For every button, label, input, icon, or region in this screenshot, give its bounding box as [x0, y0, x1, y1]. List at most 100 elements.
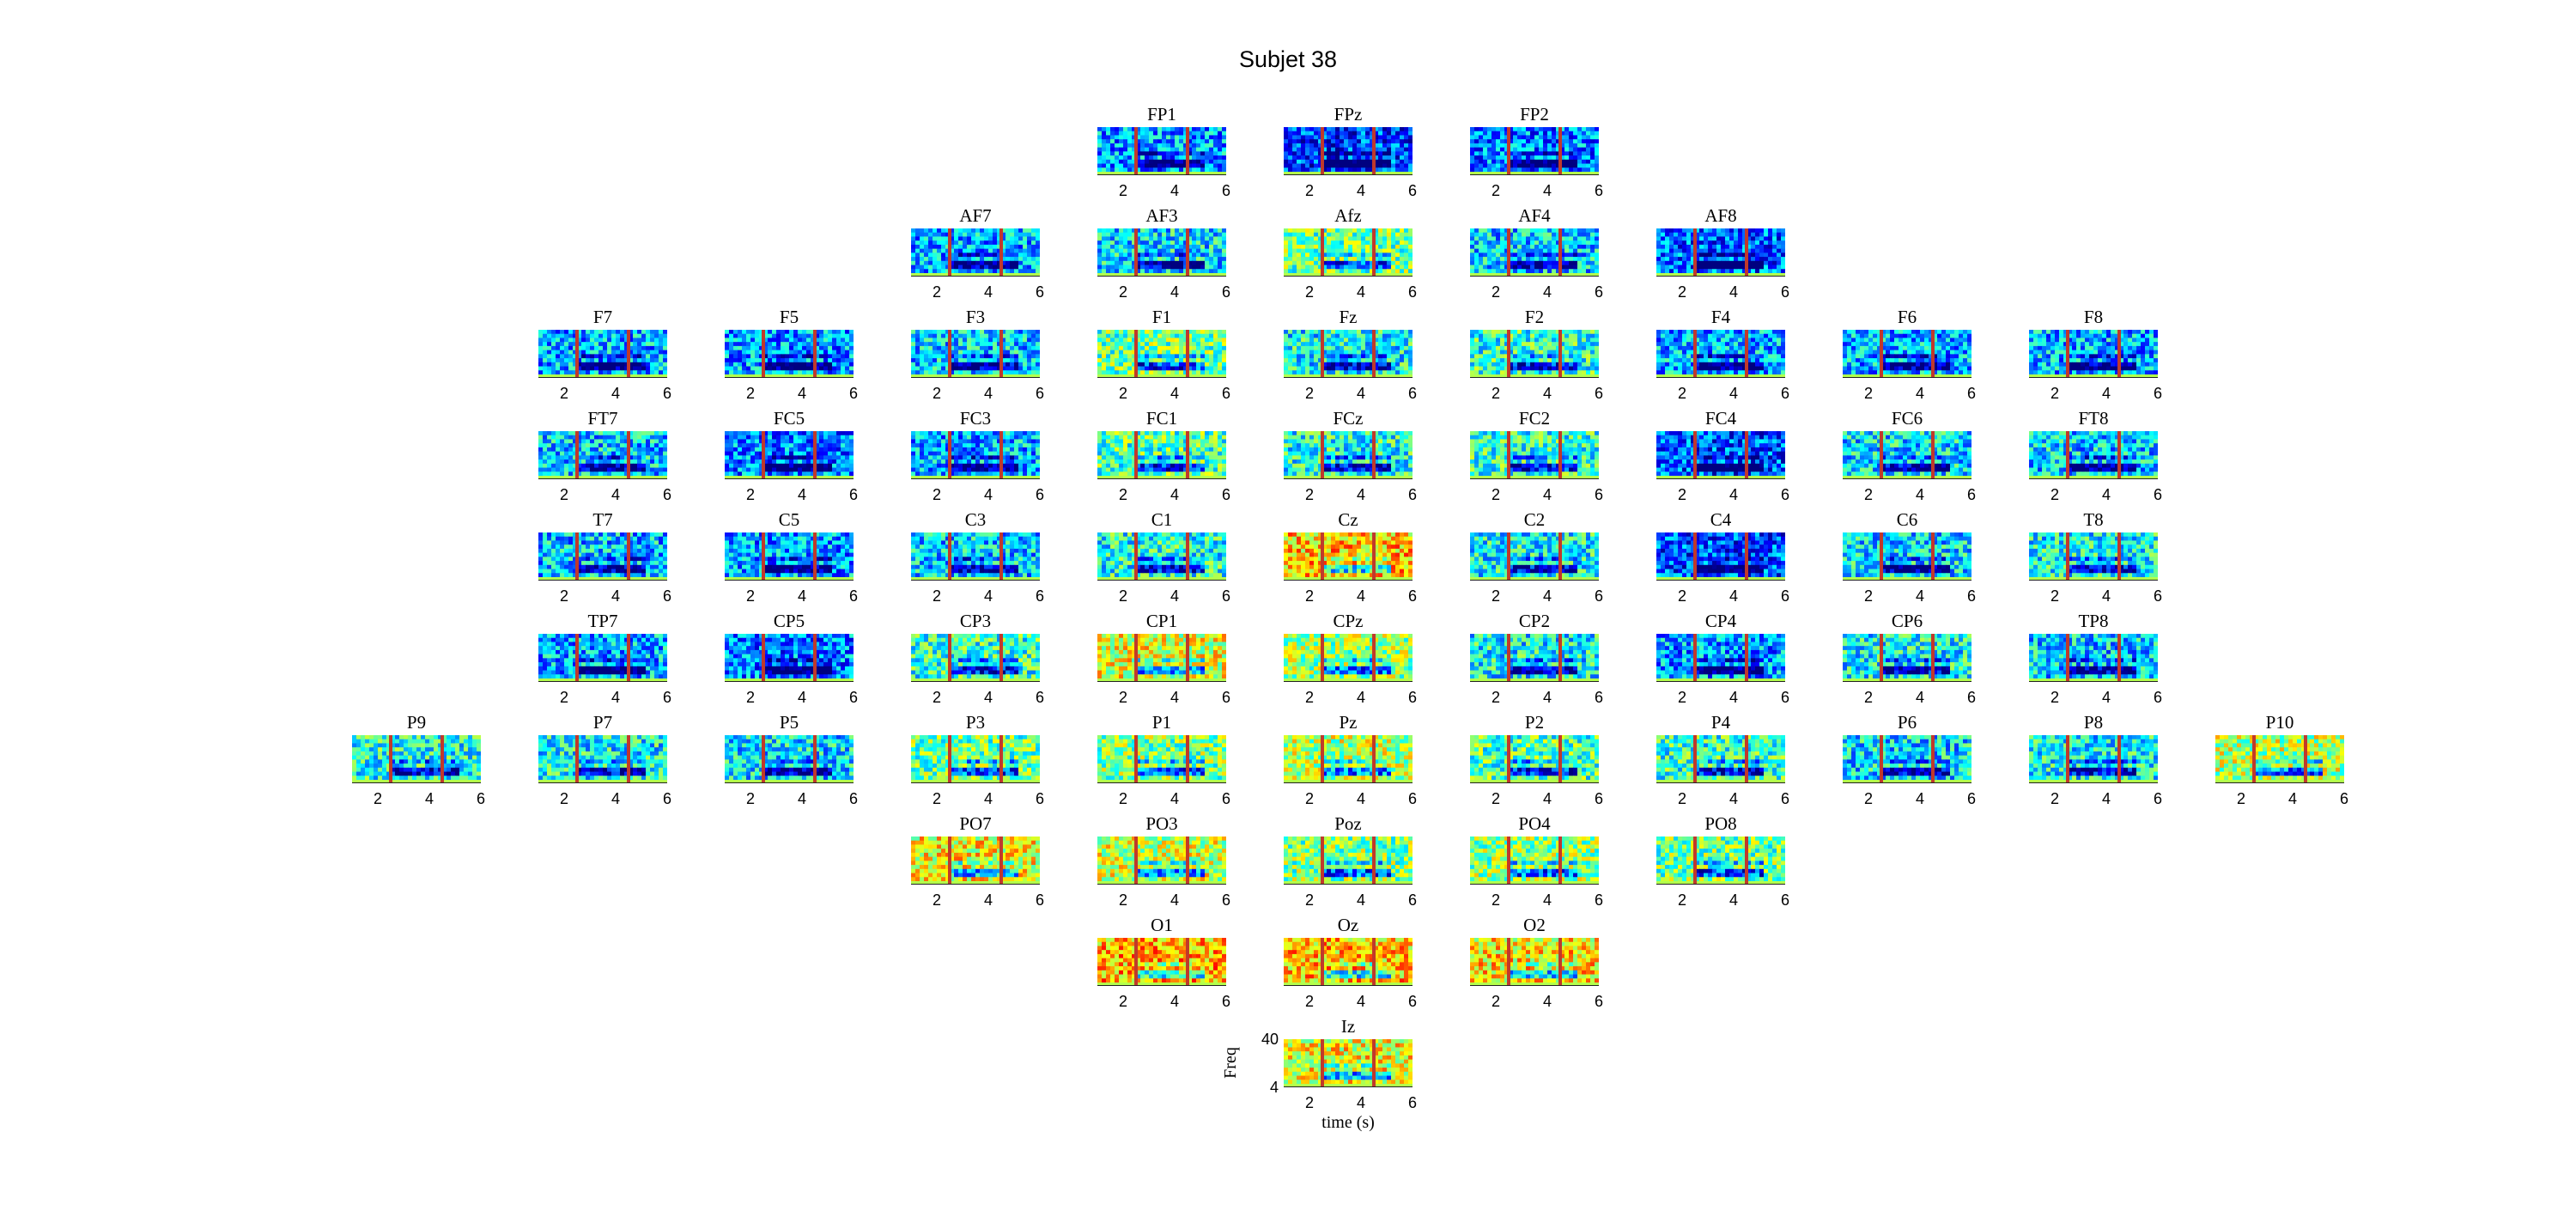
heat-cell [1772, 240, 1777, 246]
heat-cell [1352, 131, 1358, 137]
heat-cell [1340, 232, 1345, 238]
heat-cell [1517, 333, 1522, 339]
heat-cell [789, 338, 794, 343]
heat-cell [1327, 370, 1332, 375]
heat-cell [793, 354, 799, 359]
heat-cell [945, 232, 951, 238]
heat-cell [1483, 370, 1488, 375]
heat-cell [997, 345, 1002, 351]
heat-cell [984, 350, 989, 355]
heat-cell [1586, 330, 1591, 335]
heat-cell [1768, 269, 1773, 274]
heat-cell [1188, 370, 1193, 375]
heat-cell [1305, 240, 1310, 246]
heat-cell [1577, 232, 1583, 238]
heat-cell [1530, 370, 1535, 375]
heat-cell [1119, 155, 1124, 161]
heat-cell [1179, 333, 1184, 339]
heat-cell [823, 330, 829, 335]
heat-cell [1309, 131, 1315, 137]
heat-cell [1539, 257, 1544, 262]
heat-cell [1036, 257, 1040, 262]
heat-cell [971, 248, 976, 253]
heat-cell [941, 333, 946, 339]
channel-panel-f2: F2 2 4 6 [1470, 304, 1603, 407]
heat-cell [750, 358, 756, 363]
heat-cell [1213, 354, 1218, 359]
heat-cell [785, 345, 790, 351]
heat-cell [1196, 232, 1201, 238]
heat-cell [1115, 345, 1120, 351]
heat-cell [798, 333, 803, 339]
heat-cell [1115, 265, 1120, 270]
heat-cell [1487, 265, 1492, 270]
heat-cell [1175, 345, 1180, 351]
heat-cell [1492, 345, 1497, 351]
heat-cell [1729, 350, 1735, 355]
heat-cell [1170, 139, 1176, 144]
heat-cell [1669, 358, 1674, 363]
heat-cell [1157, 265, 1163, 270]
heat-cell [1318, 159, 1323, 165]
heat-cell [1556, 269, 1561, 274]
heat-cell [1288, 131, 1293, 137]
heat-cell [1764, 252, 1769, 258]
heat-cell [1504, 338, 1510, 343]
heat-cell [1725, 333, 1730, 339]
heat-cell [1357, 354, 1362, 359]
heat-cell [1119, 265, 1124, 270]
heat-cell [1543, 265, 1548, 270]
heat-cell [641, 330, 647, 335]
heat-cell [1102, 350, 1107, 355]
heat-cell [1205, 269, 1210, 274]
heat-cell [1361, 236, 1366, 241]
heat-cell [1145, 265, 1150, 270]
heat-cell [1509, 127, 1514, 132]
event-line-2 [627, 330, 630, 378]
heat-cell [1496, 265, 1501, 270]
heat-cell [911, 370, 916, 375]
heat-cell [1166, 370, 1171, 375]
heat-cell [924, 257, 929, 262]
heat-cell [1755, 269, 1760, 274]
heat-cell [1005, 342, 1011, 347]
heat-cell [1188, 269, 1193, 274]
heat-cell [1209, 147, 1214, 152]
heat-cell [1200, 236, 1206, 241]
heat-cell [1560, 342, 1565, 347]
heat-cell [1340, 127, 1345, 132]
heat-cell [1205, 358, 1210, 363]
heat-cell [1213, 350, 1218, 355]
heat-cell [568, 370, 574, 375]
heat-cell [1577, 155, 1583, 161]
heat-cell [1340, 370, 1345, 375]
heat-cell [1200, 350, 1206, 355]
heat-cell [1404, 350, 1409, 355]
heat-cell [1014, 342, 1019, 347]
heat-cell [1552, 167, 1557, 173]
heat-cell [1357, 228, 1362, 234]
heat-cell [1284, 163, 1289, 168]
heat-cell [1547, 248, 1552, 253]
heat-cell [1115, 151, 1120, 156]
heat-cell [1755, 338, 1760, 343]
heat-cell [1759, 244, 1765, 250]
heat-cell [1153, 248, 1158, 253]
heat-cell [1023, 345, 1028, 351]
heat-cell [1097, 248, 1103, 253]
heat-cell [1192, 147, 1197, 152]
heat-cell [1712, 248, 1717, 253]
heat-cell [586, 354, 591, 359]
heat-cell [1209, 228, 1214, 234]
heat-cell [1530, 155, 1535, 161]
heat-cell [1699, 269, 1704, 274]
heat-cell [1322, 330, 1327, 335]
heat-cell [1370, 257, 1375, 262]
heat-cell [941, 358, 946, 363]
heat-cell [1097, 265, 1103, 270]
heat-cell [1153, 139, 1158, 144]
heat-cell [1573, 342, 1578, 347]
heat-cell [772, 358, 777, 363]
heat-cell [1318, 135, 1323, 140]
heat-cell [1170, 265, 1176, 270]
